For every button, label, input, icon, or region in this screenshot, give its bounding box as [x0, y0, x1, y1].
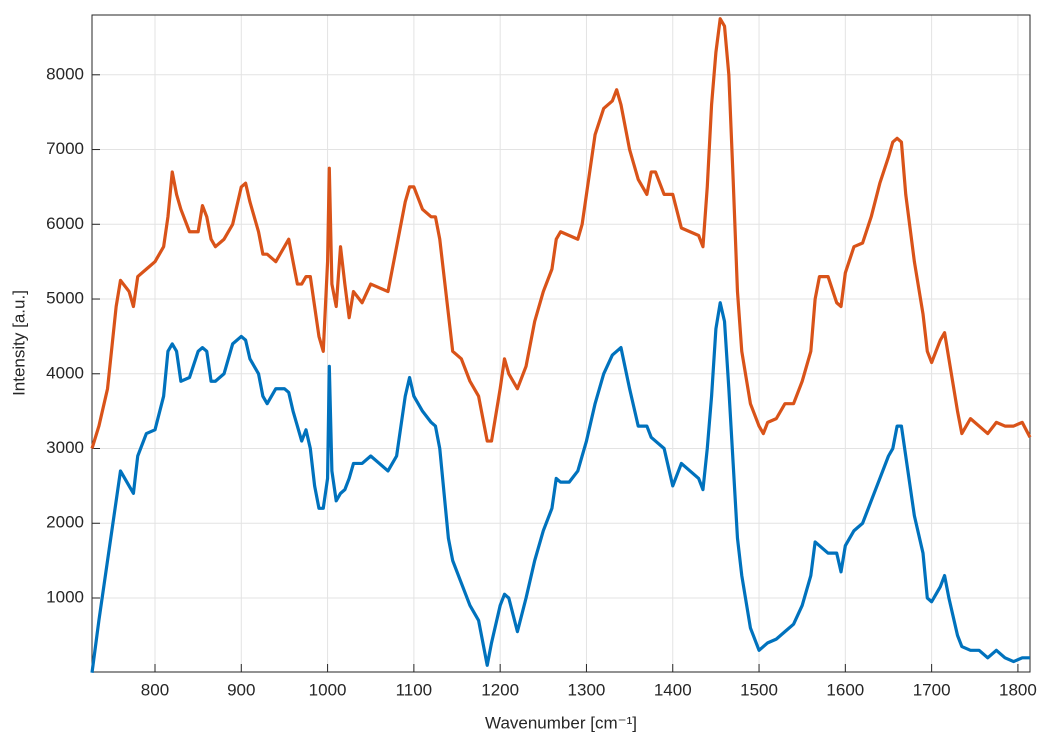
y-tick-label: 1000 [46, 587, 84, 606]
y-tick-label: 7000 [46, 139, 84, 158]
x-tick-label: 800 [141, 680, 169, 699]
plot-frame [91, 14, 1031, 673]
y-tick-label: 6000 [46, 214, 84, 233]
x-tick-label: 1000 [309, 680, 347, 699]
y-tick-label: 3000 [46, 438, 84, 457]
x-axis-label: Wavenumber [cm⁻¹] [485, 713, 637, 732]
x-tick-label: 1100 [396, 680, 433, 699]
x-tick-label: 1500 [740, 680, 778, 699]
y-tick-label: 5000 [46, 289, 84, 308]
y-tick-label: 8000 [46, 64, 84, 83]
x-tick-label: 900 [227, 680, 255, 699]
data-line [90, 17, 1032, 449]
data-line [90, 301, 1030, 673]
x-tick-label: 1400 [654, 680, 692, 699]
y-tick-label: 2000 [46, 513, 84, 532]
x-tick-label: 1200 [481, 680, 519, 699]
x-tick-label: 1300 [568, 680, 606, 699]
x-tick-label: 1800 [999, 680, 1037, 699]
y-tick-label: 4000 [46, 363, 84, 382]
x-tick-label: 1600 [826, 680, 864, 699]
x-tick-label: 1700 [913, 680, 951, 699]
y-axis-label: Intensity [a.u.] [9, 290, 28, 396]
